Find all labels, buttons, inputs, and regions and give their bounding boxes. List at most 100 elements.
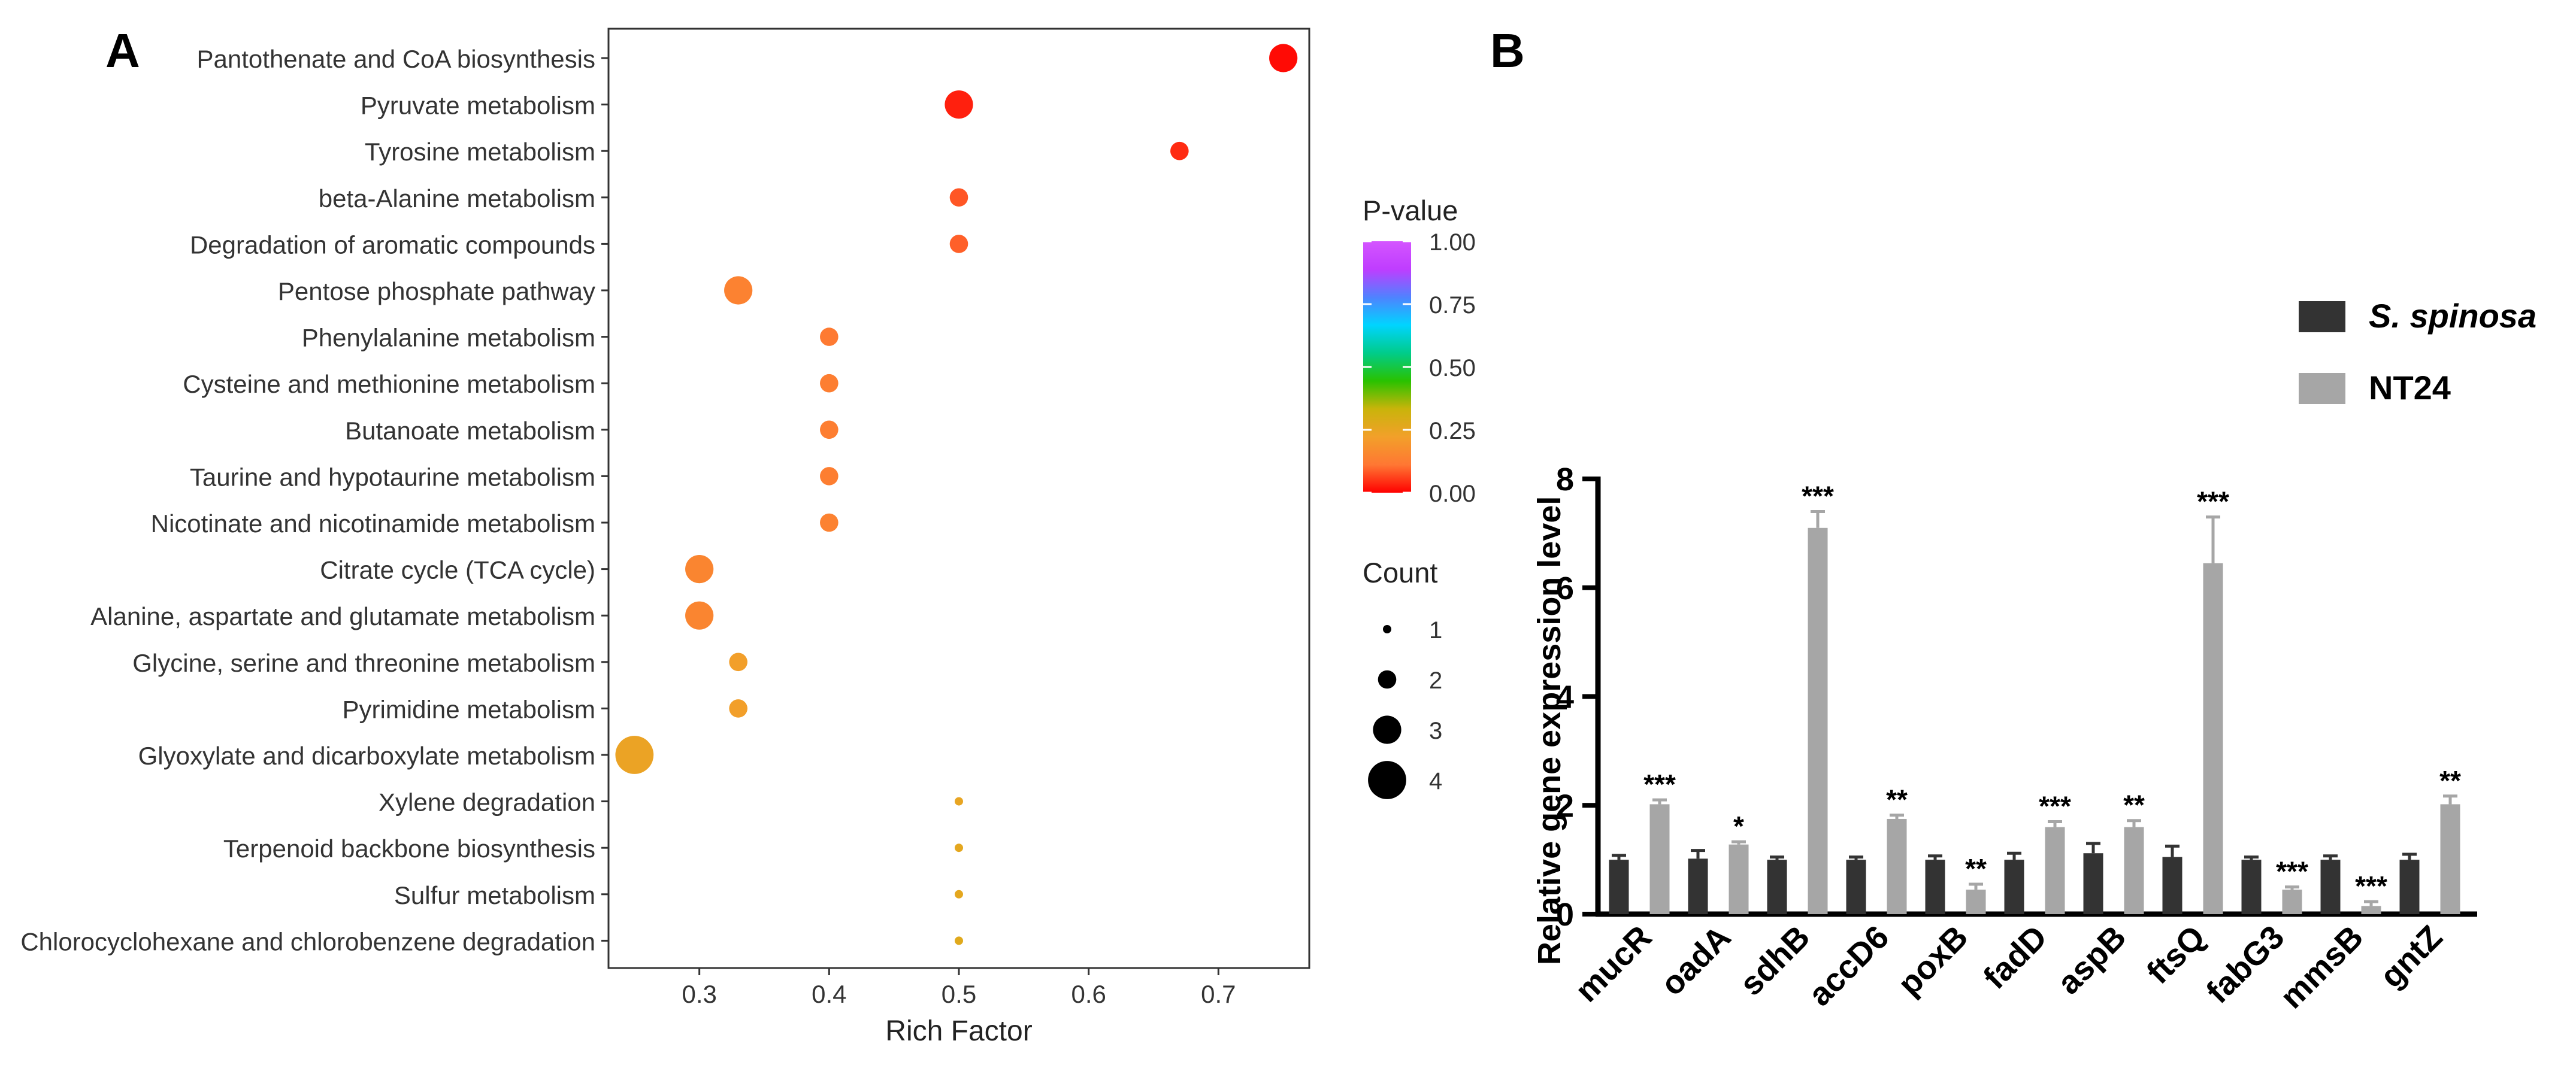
pathway-label: Glyoxylate and dicarboxylate metabolism bbox=[138, 742, 595, 770]
colorbar-tick-label: 0.00 bbox=[1429, 481, 1476, 507]
bar-marks: ************** ******** ***** bbox=[1609, 481, 2461, 914]
pathway-label: Pyruvate metabolism bbox=[361, 92, 595, 120]
significance-label: *** bbox=[2039, 791, 2071, 822]
count-legend-dot bbox=[1378, 670, 1397, 689]
bar-y-tick-label: 0 bbox=[1556, 897, 1574, 933]
pathway-label: Pantothenate and CoA biosynthesis bbox=[197, 45, 595, 73]
pathway-label: Pentose phosphate pathway bbox=[278, 277, 595, 305]
significance-label: *** bbox=[1802, 481, 1834, 512]
gene-label: aspB bbox=[2050, 918, 2133, 1002]
count-legend-dot bbox=[1373, 715, 1401, 744]
pathway-label: Degradation of aromatic compounds bbox=[190, 230, 595, 259]
gene-label: mmsB bbox=[2273, 918, 2371, 1016]
expression-bar bbox=[2162, 857, 2183, 914]
pathway-dot bbox=[955, 797, 963, 806]
expression-bar bbox=[2361, 906, 2381, 914]
gene-label: fabG3 bbox=[2199, 918, 2291, 1011]
p-value-ticks: 1.00 0.75 0.50 0.25 0.00 bbox=[1363, 229, 1476, 507]
expression-bar bbox=[2203, 563, 2223, 914]
expression-bar bbox=[1729, 844, 1749, 914]
panel-a-label: A bbox=[105, 24, 140, 77]
count-legend-title: Count bbox=[1363, 557, 1437, 588]
pathway-dot bbox=[729, 653, 747, 672]
pathway-label: Pyrimidine metabolism bbox=[343, 695, 595, 723]
significance-label: *** bbox=[2355, 870, 2387, 902]
rich-factor-tick-label: 0.7 bbox=[1201, 980, 1236, 1008]
pathway-label: Butanoate metabolism bbox=[345, 417, 595, 445]
gene-label: poxB bbox=[1890, 918, 1975, 1003]
legend-label: NT24 bbox=[2369, 369, 2451, 406]
pathway-label: Terpenoid backbone biosynthesis bbox=[223, 835, 595, 863]
legend-swatch bbox=[2299, 301, 2345, 332]
pathway-label: beta-Alanine metabolism bbox=[319, 184, 595, 213]
colorbar-tick-label: 0.75 bbox=[1429, 292, 1476, 318]
dot-marks bbox=[615, 44, 1298, 945]
bar-y-tick-label: 4 bbox=[1556, 679, 1574, 715]
pathway-dot bbox=[820, 513, 839, 532]
pathway-label: Citrate cycle (TCA cycle) bbox=[320, 556, 595, 584]
bar-legend: S. spinosa NT24 bbox=[2299, 297, 2536, 406]
pathway-axis: Pantothenate and CoA biosynthesis Pyruvat… bbox=[20, 45, 609, 955]
count-legend-label: 3 bbox=[1429, 718, 1442, 744]
significance-label: ** bbox=[1965, 853, 1987, 884]
expression-bar bbox=[1966, 890, 1986, 914]
pathway-dot bbox=[685, 555, 714, 584]
p-value-legend: P-value 1.00 0.75 0.50 0.25 0.00 bbox=[1363, 195, 1476, 507]
pathway-label: Glycine, serine and threonine metabolism bbox=[132, 649, 595, 677]
significance-label: *** bbox=[1643, 769, 1676, 800]
pathway-dot bbox=[949, 235, 968, 253]
expression-bar bbox=[2440, 804, 2460, 914]
expression-bar bbox=[1925, 860, 1945, 914]
bar-y-tick-label: 2 bbox=[1556, 788, 1574, 824]
expression-bar bbox=[1767, 860, 1787, 914]
pathway-dot bbox=[615, 736, 654, 774]
legend-label: S. spinosa bbox=[2369, 297, 2536, 335]
pathway-label: Cysteine and methionine metabolism bbox=[183, 370, 595, 398]
expression-bar bbox=[2083, 853, 2103, 914]
count-legend-label: 2 bbox=[1429, 667, 1442, 694]
gene-label: fadD bbox=[1976, 918, 2054, 996]
count-legend-label: 4 bbox=[1429, 768, 1442, 794]
pathway-dot bbox=[685, 601, 714, 630]
bar-y-tick-label: 8 bbox=[1556, 462, 1574, 497]
rich-factor-tick-label: 0.5 bbox=[942, 980, 976, 1008]
pathway-label: Chlorocyclohexane and chlorobenzene degr… bbox=[20, 927, 595, 955]
gene-label: mucR bbox=[1568, 918, 1659, 1009]
pathway-dot bbox=[955, 890, 963, 899]
pathway-label: Alanine, aspartate and glutamate metabol… bbox=[90, 602, 595, 630]
significance-label: ** bbox=[2123, 790, 2145, 821]
expression-bar bbox=[1887, 818, 1907, 914]
pathway-dot bbox=[724, 276, 753, 305]
count-legend-label: 1 bbox=[1429, 617, 1442, 644]
expression-bar bbox=[2241, 860, 2262, 914]
gene-label: oadA bbox=[1653, 918, 1737, 1003]
pathway-label: Tyrosine metabolism bbox=[365, 138, 595, 166]
expression-bar bbox=[2004, 860, 2024, 914]
pathway-dot bbox=[820, 374, 839, 393]
pathway-label: Taurine and hypotaurine metabolism bbox=[190, 463, 595, 491]
expression-bar bbox=[1688, 858, 1708, 914]
expression-bar bbox=[1609, 860, 1629, 914]
panel-b-label: B bbox=[1490, 24, 1525, 77]
significance-label: * bbox=[1733, 811, 1744, 842]
bar-y-tick-label: 6 bbox=[1556, 571, 1574, 606]
legend-swatch bbox=[2299, 373, 2345, 404]
significance-label: ** bbox=[1886, 784, 1908, 815]
expression-bar bbox=[1808, 527, 1828, 914]
dot-plot-frame bbox=[607, 28, 1310, 969]
pathway-dot bbox=[1170, 141, 1189, 160]
gene-label: ftsQ bbox=[2139, 918, 2212, 991]
significance-label: *** bbox=[2276, 856, 2308, 887]
count-legend-dot bbox=[1383, 625, 1391, 633]
pathway-dot bbox=[945, 90, 973, 119]
count-legend: Count 1 2 3 4 bbox=[1363, 557, 1442, 799]
count-legend-items: 1 2 3 4 bbox=[1368, 617, 1442, 799]
colorbar-tick-label: 0.25 bbox=[1429, 418, 1476, 444]
colorbar-tick-label: 0.50 bbox=[1429, 355, 1476, 381]
colorbar-tick-label: 1.00 bbox=[1429, 229, 1476, 256]
pathway-dot bbox=[729, 699, 747, 718]
significance-label: ** bbox=[2439, 765, 2461, 796]
pathway-dot bbox=[1269, 44, 1298, 72]
expression-bar bbox=[2045, 827, 2065, 914]
